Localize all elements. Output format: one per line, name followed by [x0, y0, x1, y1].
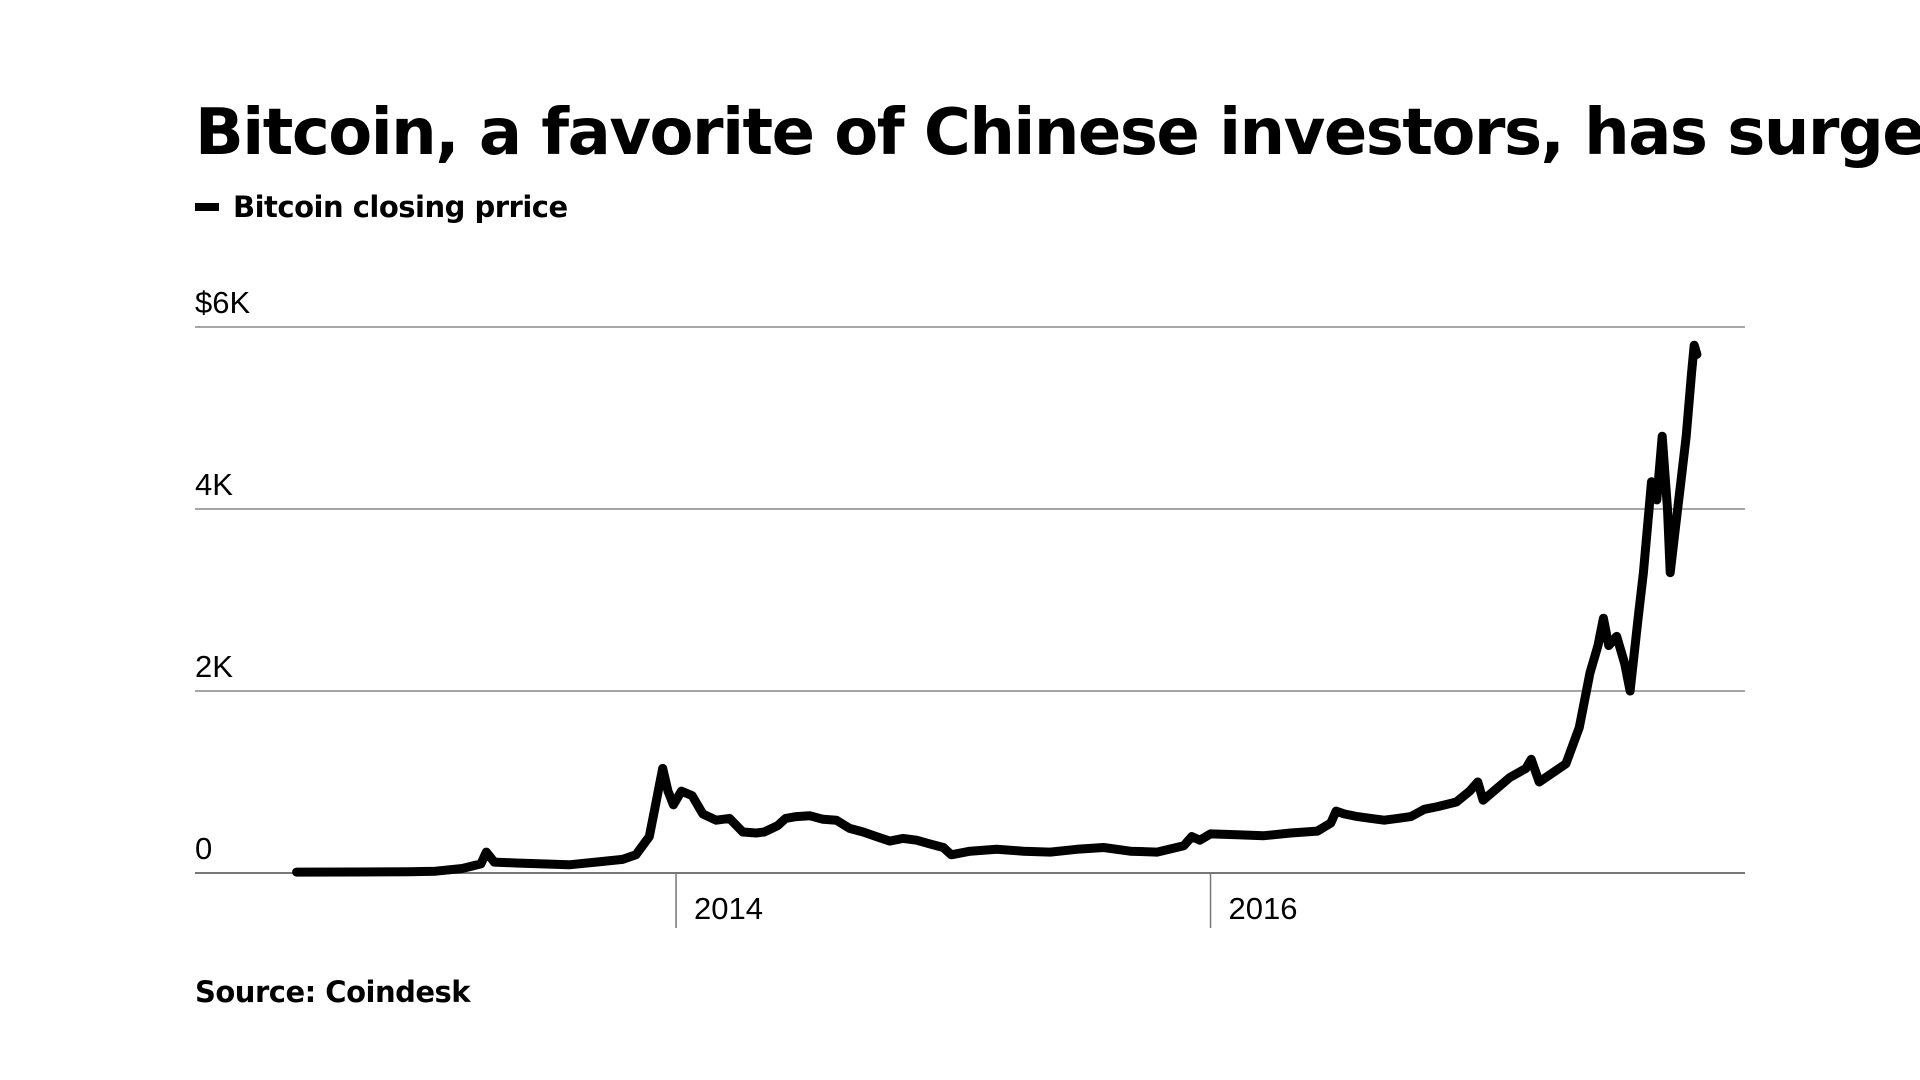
source-note: Source: Coindesk [195, 975, 471, 1009]
chart-title: Bitcoin, a favorite of Chinese investors… [195, 96, 1920, 170]
legend-label: Bitcoin closing prrice [233, 190, 568, 224]
legend-swatch [195, 203, 219, 211]
x-tick-label: 2016 [1229, 891, 1298, 926]
y-tick-label: $6K [195, 285, 250, 320]
series-line-bitcoin [292, 340, 1702, 877]
y-tick-label: 0 [195, 831, 212, 866]
y-tick-label: 2K [195, 649, 233, 684]
x-tick-label: 2014 [694, 891, 763, 926]
y-tick-label: 4K [195, 467, 233, 502]
legend: Bitcoin closing prrice [195, 190, 568, 224]
